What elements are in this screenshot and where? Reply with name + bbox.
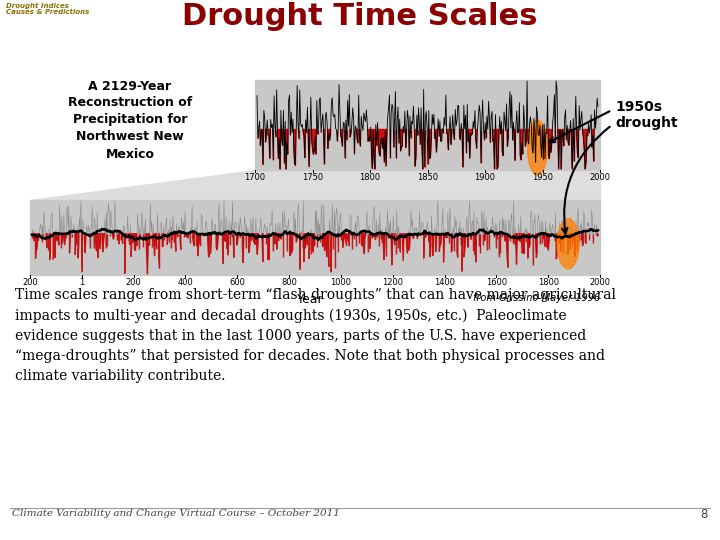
Text: 600: 600 [230,278,246,287]
Text: Time scales range from short-term “flash droughts” that can have major agricultu: Time scales range from short-term “flash… [15,288,616,383]
Text: Drought Indices: Drought Indices [6,3,69,9]
Text: from Grissino-Mayer 1996: from Grissino-Mayer 1996 [473,293,600,303]
Text: 2000: 2000 [590,278,611,287]
Text: 1700: 1700 [244,173,266,182]
Text: 1950: 1950 [532,173,553,182]
Text: Climate Variability and Change Virtual Course – October 2011: Climate Variability and Change Virtual C… [12,510,340,518]
Ellipse shape [557,219,579,269]
Text: Year: Year [297,293,323,306]
Text: 800: 800 [281,278,297,287]
Text: 200: 200 [126,278,142,287]
Text: 1800: 1800 [538,278,559,287]
Text: Causes & Predictions: Causes & Predictions [6,9,89,15]
Text: 8: 8 [701,508,708,521]
Text: A 2129-Year
Reconstruction of
Precipitation for
Northwest New
Mexico: A 2129-Year Reconstruction of Precipitat… [68,79,192,160]
Bar [30,200,600,275]
Polygon shape [30,170,600,200]
Text: 1600: 1600 [486,278,507,287]
Text: 1850: 1850 [417,173,438,182]
Text: 1800: 1800 [359,173,381,182]
Text: Drought Time Scales: Drought Time Scales [182,2,538,31]
Text: 1900: 1900 [474,173,495,182]
Text: 2000: 2000 [590,173,611,182]
Text: 1000: 1000 [330,278,351,287]
Text: 1: 1 [79,278,85,287]
Text: 1200: 1200 [382,278,403,287]
Bar [255,80,600,170]
Text: 1750: 1750 [302,173,323,182]
Text: 1400: 1400 [434,278,455,287]
Text: 400: 400 [178,278,194,287]
Text: 1950s
drought: 1950s drought [615,100,678,130]
Ellipse shape [528,120,547,175]
Text: 200: 200 [22,278,38,287]
